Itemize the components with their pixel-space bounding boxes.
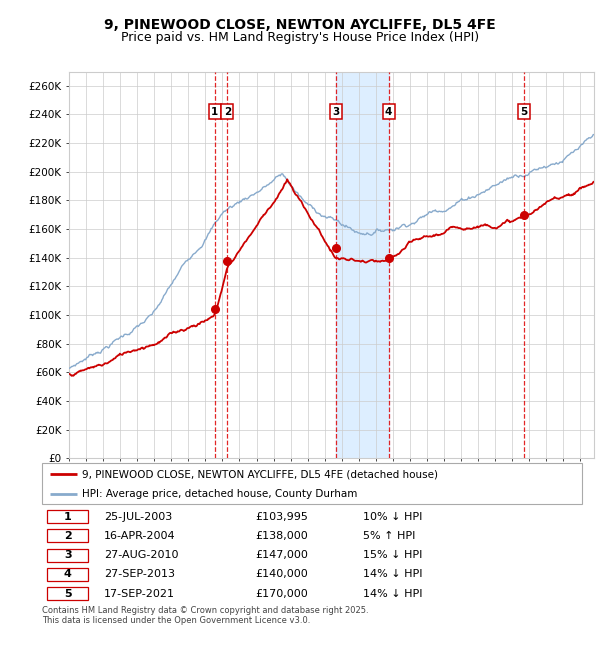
FancyBboxPatch shape [47,568,88,581]
Text: 15% ↓ HPI: 15% ↓ HPI [364,550,422,560]
Text: HPI: Average price, detached house, County Durham: HPI: Average price, detached house, Coun… [83,489,358,499]
Text: 2: 2 [224,107,231,116]
Text: 27-AUG-2010: 27-AUG-2010 [104,550,179,560]
Text: 9, PINEWOOD CLOSE, NEWTON AYCLIFFE, DL5 4FE (detached house): 9, PINEWOOD CLOSE, NEWTON AYCLIFFE, DL5 … [83,469,439,479]
Text: £170,000: £170,000 [256,589,308,599]
Text: 2: 2 [64,531,71,541]
Text: 14% ↓ HPI: 14% ↓ HPI [364,589,423,599]
Text: Contains HM Land Registry data © Crown copyright and database right 2025.
This d: Contains HM Land Registry data © Crown c… [42,606,368,625]
Text: £140,000: £140,000 [256,569,308,579]
Text: Price paid vs. HM Land Registry's House Price Index (HPI): Price paid vs. HM Land Registry's House … [121,31,479,44]
Text: 5% ↑ HPI: 5% ↑ HPI [364,531,416,541]
Text: 9, PINEWOOD CLOSE, NEWTON AYCLIFFE, DL5 4FE: 9, PINEWOOD CLOSE, NEWTON AYCLIFFE, DL5 … [104,18,496,32]
Text: 4: 4 [385,107,392,116]
FancyBboxPatch shape [47,587,88,600]
Text: 1: 1 [211,107,218,116]
Text: 17-SEP-2021: 17-SEP-2021 [104,589,175,599]
Text: 25-JUL-2003: 25-JUL-2003 [104,512,172,521]
FancyBboxPatch shape [47,549,88,562]
Text: 27-SEP-2013: 27-SEP-2013 [104,569,175,579]
Text: 14% ↓ HPI: 14% ↓ HPI [364,569,423,579]
Text: 10% ↓ HPI: 10% ↓ HPI [364,512,422,521]
Text: 1: 1 [64,512,71,521]
Text: 5: 5 [521,107,528,116]
Text: 5: 5 [64,589,71,599]
FancyBboxPatch shape [42,463,582,504]
Text: £138,000: £138,000 [256,531,308,541]
Text: £147,000: £147,000 [256,550,308,560]
Bar [336,72,389,458]
FancyBboxPatch shape [47,510,88,523]
Text: 16-APR-2004: 16-APR-2004 [104,531,176,541]
Text: 3: 3 [332,107,340,116]
Text: 4: 4 [64,569,71,579]
Text: 3: 3 [64,550,71,560]
Text: £103,995: £103,995 [256,512,308,521]
FancyBboxPatch shape [47,529,88,542]
